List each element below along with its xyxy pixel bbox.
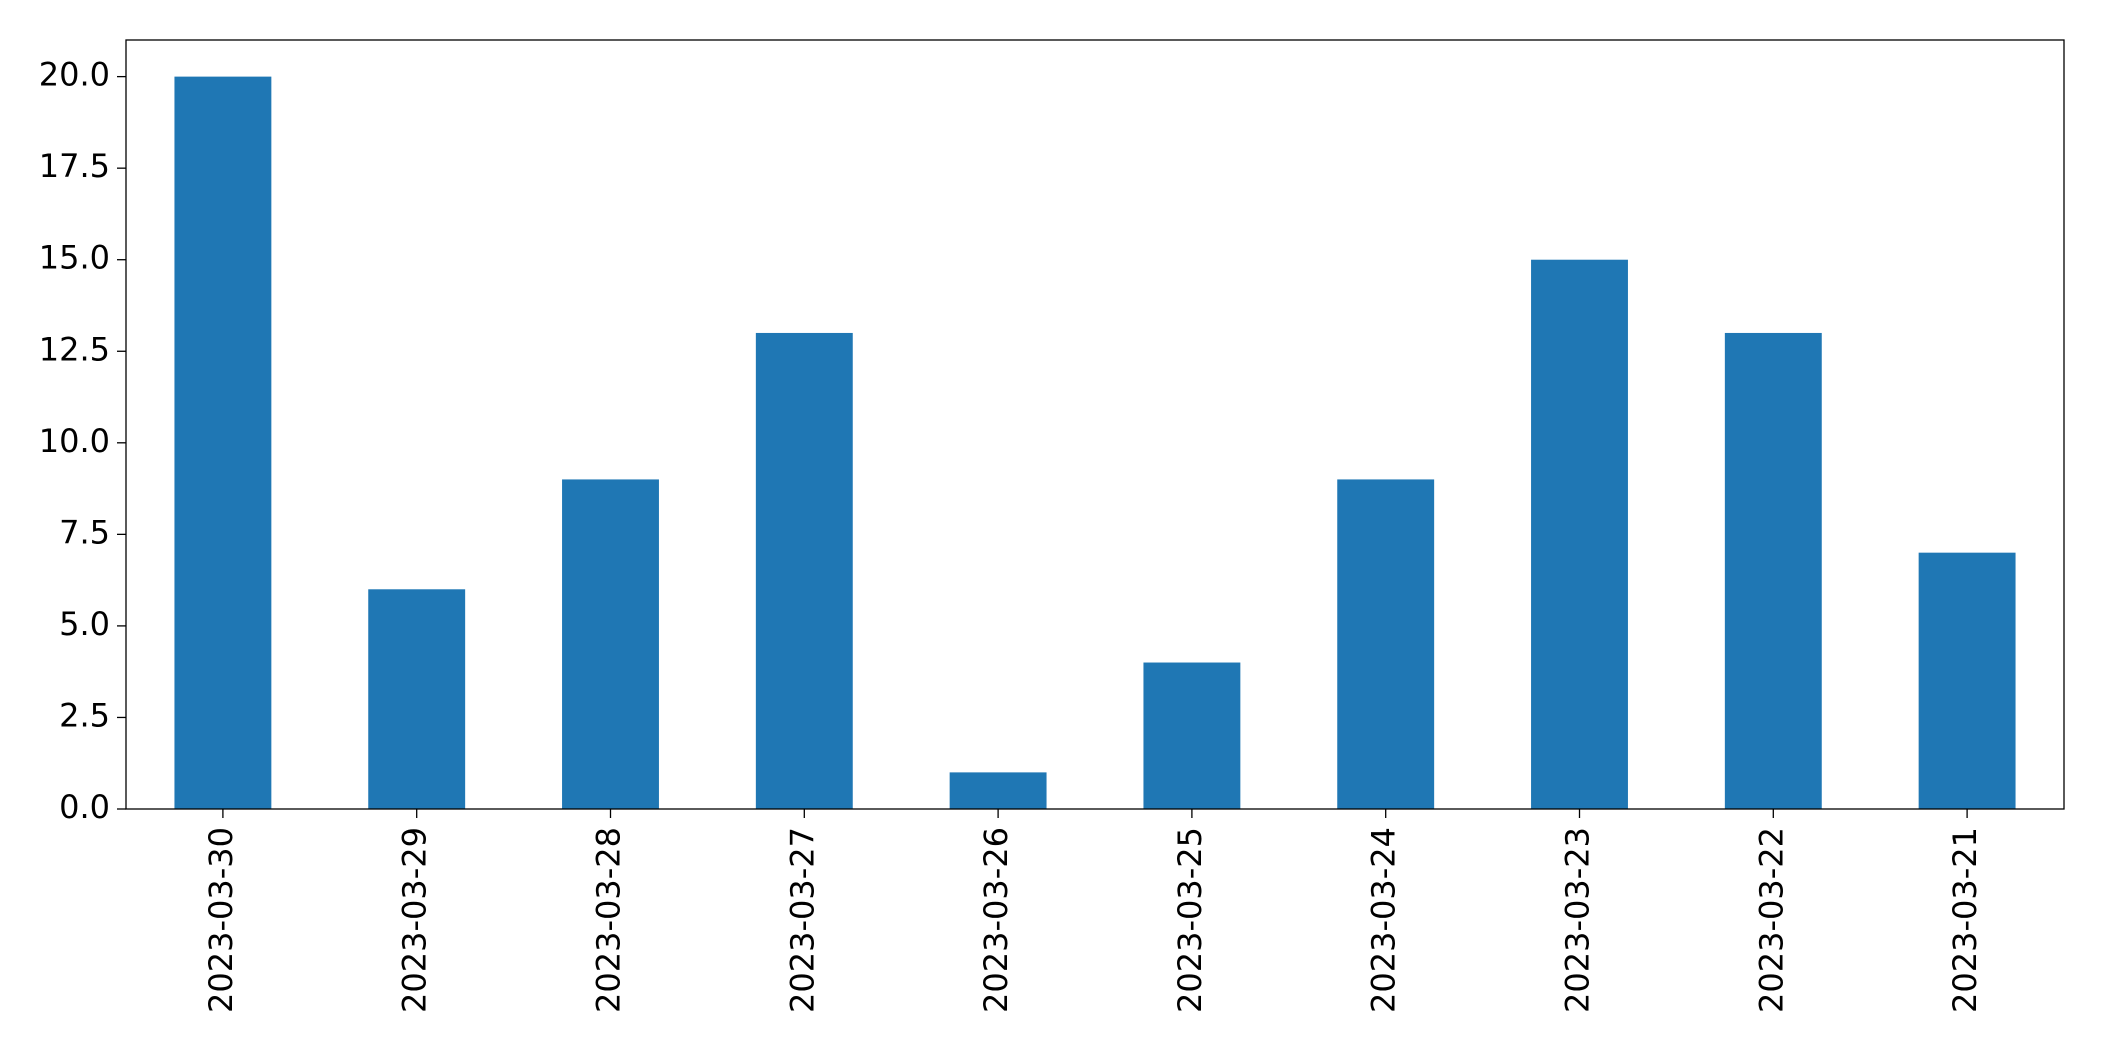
x-tick-label: 2023-03-21: [1946, 827, 1984, 1013]
y-tick-label: 17.5: [39, 147, 110, 185]
x-tick-label: 2023-03-28: [590, 827, 628, 1013]
y-tick-label: 20.0: [39, 56, 110, 94]
x-tick-label: 2023-03-23: [1559, 827, 1597, 1013]
y-tick-label: 10.0: [39, 422, 110, 460]
x-tick-label: 2023-03-25: [1171, 827, 1209, 1013]
x-tick-label: 2023-03-22: [1752, 827, 1790, 1013]
bar: [755, 332, 853, 809]
y-tick-label: 0.0: [59, 788, 110, 826]
plot-frame: [125, 39, 2065, 810]
bar: [1724, 332, 1822, 809]
x-tick-label: 2023-03-27: [783, 827, 821, 1013]
bar: [1143, 662, 1241, 809]
bar: [1918, 552, 2016, 809]
x-tick-label: 2023-03-26: [977, 827, 1015, 1013]
bar: [1337, 479, 1435, 809]
y-tick-label: 2.5: [59, 696, 110, 734]
bar: [562, 479, 659, 809]
x-tick-label: 2023-03-30: [202, 827, 240, 1013]
x-tick-label: 2023-03-24: [1365, 827, 1403, 1013]
y-tick-label: 15.0: [39, 239, 110, 277]
bar: [174, 76, 272, 810]
y-tick-label: 12.5: [39, 330, 110, 368]
y-tick-label: 7.5: [59, 513, 110, 551]
y-tick-label: 5.0: [59, 605, 110, 643]
bar: [1531, 259, 1628, 809]
bar: [949, 772, 1047, 809]
bar: [368, 589, 466, 809]
x-tick-label: 2023-03-29: [396, 827, 434, 1013]
